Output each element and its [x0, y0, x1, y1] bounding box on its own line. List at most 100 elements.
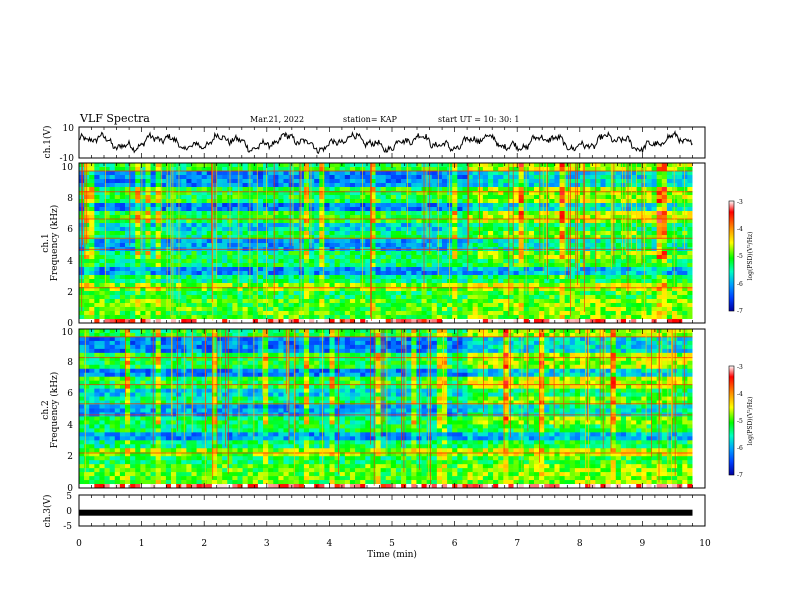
spec1-cell	[626, 283, 632, 288]
spec1-cell	[503, 171, 509, 176]
spec1-cell	[257, 239, 264, 244]
spec1-cell	[140, 179, 146, 184]
spec1-cell	[487, 163, 494, 168]
spec1-cell	[390, 223, 397, 228]
spec1-cell	[206, 311, 213, 316]
spec1-cell	[109, 191, 116, 196]
spec1-cell	[636, 179, 642, 184]
spec1-cell	[590, 175, 596, 180]
spec1-cell	[365, 183, 371, 188]
spec1-cell	[84, 243, 90, 248]
spec1-cell	[247, 171, 254, 176]
spec1-cell	[472, 203, 479, 208]
spec1-cell	[656, 235, 663, 240]
spec1-cell	[554, 295, 560, 300]
spec1-cell	[375, 219, 381, 224]
spec1-cell	[344, 291, 351, 296]
spec1-cell	[380, 283, 387, 288]
spec1-cell	[539, 319, 545, 324]
spec1-cell	[303, 287, 310, 292]
spec1-cell	[263, 207, 269, 212]
spec1-cell	[227, 263, 233, 268]
spec1-cell	[130, 163, 136, 168]
spec1-cell	[513, 239, 519, 244]
spec1-cell	[227, 315, 233, 320]
spec1-cell	[503, 255, 509, 260]
spec1-cell	[319, 175, 325, 180]
spec1-cell	[564, 231, 571, 236]
spec1-cell	[196, 195, 202, 200]
spec1-cell	[411, 267, 417, 272]
spec1-cell	[125, 259, 131, 264]
spec1-cell	[135, 315, 141, 320]
spec1-cell	[661, 239, 668, 244]
spec1-cell	[232, 219, 238, 224]
spec1-cell	[626, 223, 632, 228]
spec1-cell	[436, 215, 443, 220]
spec1-cell	[319, 227, 325, 232]
spec1-cell	[278, 295, 284, 300]
spec1-cell	[687, 179, 693, 184]
spec1-cell	[119, 195, 126, 200]
spec1-cell	[339, 167, 346, 172]
spec1-cell	[242, 191, 248, 196]
spec1-cell	[631, 171, 637, 176]
spec1-cell	[682, 171, 688, 176]
spec1-cell	[278, 271, 284, 276]
spec1-cell	[84, 319, 90, 324]
spec1-cell	[232, 243, 238, 248]
spec1-cell	[150, 275, 156, 280]
spec1-cell	[380, 251, 387, 256]
spec1-cell	[196, 199, 202, 204]
spec1-cell	[247, 239, 254, 244]
spec1-cell	[365, 311, 371, 316]
spec1-cell	[401, 251, 407, 256]
spec1-cell	[344, 183, 351, 188]
spec1-cell	[549, 295, 555, 300]
spec1-cell	[513, 251, 519, 256]
spec1-cell	[309, 315, 315, 320]
spec1-cell	[94, 199, 100, 204]
spec1-cell	[682, 307, 688, 312]
spec1-cell	[247, 191, 254, 196]
spec1-cell	[682, 279, 688, 284]
spec1-cell	[125, 227, 131, 232]
spec1-cell	[472, 211, 479, 216]
spec1-cell	[656, 267, 663, 272]
spec1-cell	[293, 215, 300, 220]
spec1-cell	[539, 307, 545, 312]
spec1-cell	[590, 239, 596, 244]
spec1-cell	[242, 235, 248, 240]
spec1-cell	[94, 187, 100, 192]
spec1-cell	[498, 307, 504, 312]
spec1-cell	[288, 187, 295, 192]
spec1-cell	[99, 311, 105, 316]
spec1-cell	[176, 315, 182, 320]
spec1-cell	[687, 315, 693, 320]
spec1-cell	[227, 319, 233, 324]
spec1-cell	[661, 259, 668, 264]
spec1-cell	[677, 235, 683, 240]
spec1-cell	[426, 267, 433, 272]
spec1-cell	[119, 243, 126, 248]
spec1-cell	[600, 235, 606, 240]
spec1-cell	[503, 283, 509, 288]
spec1-cell	[114, 311, 121, 316]
spec1-cell	[165, 179, 172, 184]
spec1-cell	[145, 239, 151, 244]
spec1-cell	[498, 199, 504, 204]
spec1-cell	[104, 223, 110, 228]
spec1-cell	[314, 231, 320, 236]
spec1-cell	[211, 295, 218, 300]
spec1-cell	[666, 163, 673, 168]
spec1-cell	[549, 203, 555, 208]
spec1-cell	[94, 243, 100, 248]
spec1-cell	[390, 259, 397, 264]
spec1-cell	[600, 315, 606, 320]
spec1-cell	[309, 239, 315, 244]
spec1-cell	[375, 167, 381, 172]
spec1-cell	[145, 187, 151, 192]
spec1-cell	[211, 283, 218, 288]
spec1-cell	[114, 223, 121, 228]
spec1-cell	[268, 311, 274, 316]
